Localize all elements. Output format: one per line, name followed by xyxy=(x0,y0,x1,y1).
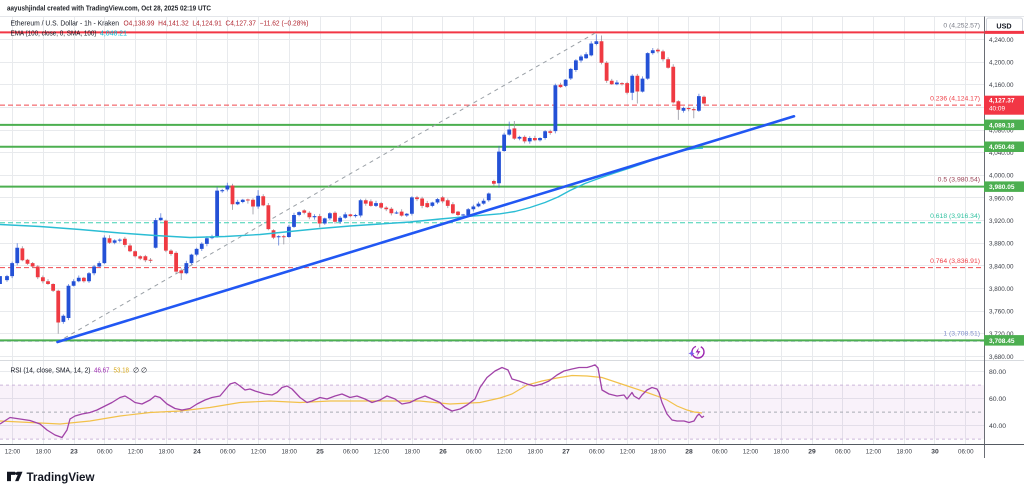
svg-text:46.67: 46.67 xyxy=(94,365,110,374)
svg-text:3,960.00: 3,960.00 xyxy=(989,195,1014,202)
svg-text:3,920.00: 3,920.00 xyxy=(989,218,1014,225)
svg-text:aayushjindal created with Trad: aayushjindal created with TradingView.co… xyxy=(7,6,211,13)
svg-text:12:00: 12:00 xyxy=(374,449,390,456)
svg-text:06:00: 06:00 xyxy=(589,449,605,456)
svg-text:18:00: 18:00 xyxy=(35,449,51,456)
svg-text:3,840.00: 3,840.00 xyxy=(989,263,1014,270)
svg-text:3,880.00: 3,880.00 xyxy=(989,241,1014,248)
svg-text:53.18: 53.18 xyxy=(114,365,130,374)
svg-text:06:00: 06:00 xyxy=(97,449,113,456)
svg-text:06:00: 06:00 xyxy=(712,449,728,456)
svg-text:06:00: 06:00 xyxy=(835,449,851,456)
svg-text:80.00: 80.00 xyxy=(989,369,1006,376)
svg-text:06:00: 06:00 xyxy=(220,449,236,456)
svg-text:18:00: 18:00 xyxy=(281,449,297,456)
svg-text:06:00: 06:00 xyxy=(958,449,974,456)
svg-text:06:00: 06:00 xyxy=(343,449,359,456)
svg-text:4,040.00: 4,040.00 xyxy=(989,150,1014,157)
svg-text:28: 28 xyxy=(685,449,693,456)
svg-text:3,760.00: 3,760.00 xyxy=(989,309,1014,316)
svg-text:0.5 (3,980.54): 0.5 (3,980.54) xyxy=(938,177,980,184)
svg-text:18:00: 18:00 xyxy=(650,449,666,456)
svg-text:40:09: 40:09 xyxy=(989,105,1005,112)
svg-text:12:00: 12:00 xyxy=(620,449,636,456)
svg-text:12:00: 12:00 xyxy=(743,449,759,456)
svg-text:18:00: 18:00 xyxy=(158,449,174,456)
svg-text:29: 29 xyxy=(808,449,816,456)
svg-text:4,127.37: 4,127.37 xyxy=(989,97,1015,104)
svg-text:3,800.00: 3,800.00 xyxy=(989,286,1014,293)
svg-text:12:00: 12:00 xyxy=(497,449,513,456)
svg-text:0 (4,252.57): 0 (4,252.57) xyxy=(943,23,980,30)
svg-text:27: 27 xyxy=(562,449,570,456)
svg-text:60.00: 60.00 xyxy=(989,396,1006,403)
svg-text:4,050.48: 4,050.48 xyxy=(989,144,1015,151)
svg-text:RSI (14, close, SMA, 14, 2): RSI (14, close, SMA, 14, 2) xyxy=(11,365,91,374)
svg-text:O4,138.99 H4,141.32 L4,124.9: O4,138.99 H4,141.32 L4,124.91 C4,127.37 … xyxy=(124,18,309,27)
svg-text:0.618 (3,916.34): 0.618 (3,916.34) xyxy=(930,213,980,220)
svg-text:4,240.00: 4,240.00 xyxy=(989,37,1014,44)
svg-text:26: 26 xyxy=(439,449,447,456)
svg-text:4,080.00: 4,080.00 xyxy=(989,128,1014,135)
svg-text:25: 25 xyxy=(316,449,324,456)
svg-text:23: 23 xyxy=(70,449,78,456)
svg-text:3,708.45: 3,708.45 xyxy=(989,338,1015,345)
svg-text:3,720.00: 3,720.00 xyxy=(989,331,1014,338)
svg-text:40.00: 40.00 xyxy=(989,423,1006,430)
svg-text:4,160.00: 4,160.00 xyxy=(989,82,1014,89)
svg-text:∅: ∅ xyxy=(133,365,139,374)
svg-text:∅: ∅ xyxy=(141,365,147,374)
svg-text:12:00: 12:00 xyxy=(5,449,21,456)
svg-text:06:00: 06:00 xyxy=(466,449,482,456)
svg-text:18:00: 18:00 xyxy=(896,449,912,456)
svg-text:3,980.05: 3,980.05 xyxy=(989,184,1015,191)
svg-text:1 (3,708.51): 1 (3,708.51) xyxy=(943,331,980,338)
svg-text:12:00: 12:00 xyxy=(128,449,144,456)
svg-text:Ethereum / U.S. Dollar - 1h -: Ethereum / U.S. Dollar - 1h - Kraken xyxy=(11,18,120,27)
svg-text:30: 30 xyxy=(931,449,939,456)
svg-text:0.764 (3,836.91): 0.764 (3,836.91) xyxy=(930,258,980,265)
svg-text:12:00: 12:00 xyxy=(251,449,267,456)
svg-text:18:00: 18:00 xyxy=(404,449,420,456)
svg-text:TradingView: TradingView xyxy=(27,470,95,484)
svg-text:3,680.00: 3,680.00 xyxy=(989,354,1014,361)
svg-text:12:00: 12:00 xyxy=(866,449,882,456)
svg-text:18:00: 18:00 xyxy=(527,449,543,456)
svg-text:4,200.00: 4,200.00 xyxy=(989,60,1014,67)
svg-text:24: 24 xyxy=(193,449,201,456)
svg-text:USD: USD xyxy=(996,22,1011,31)
svg-text:4,048.21: 4,048.21 xyxy=(100,28,127,37)
svg-text:18:00: 18:00 xyxy=(773,449,789,456)
svg-text:0.236 (4,124.17): 0.236 (4,124.17) xyxy=(930,95,980,102)
svg-text:EMA (100, close, 0, SMA, 100): EMA (100, close, 0, SMA, 100) xyxy=(11,28,97,37)
svg-text:4,000.00: 4,000.00 xyxy=(989,173,1014,180)
svg-text:4,089.18: 4,089.18 xyxy=(989,122,1015,129)
